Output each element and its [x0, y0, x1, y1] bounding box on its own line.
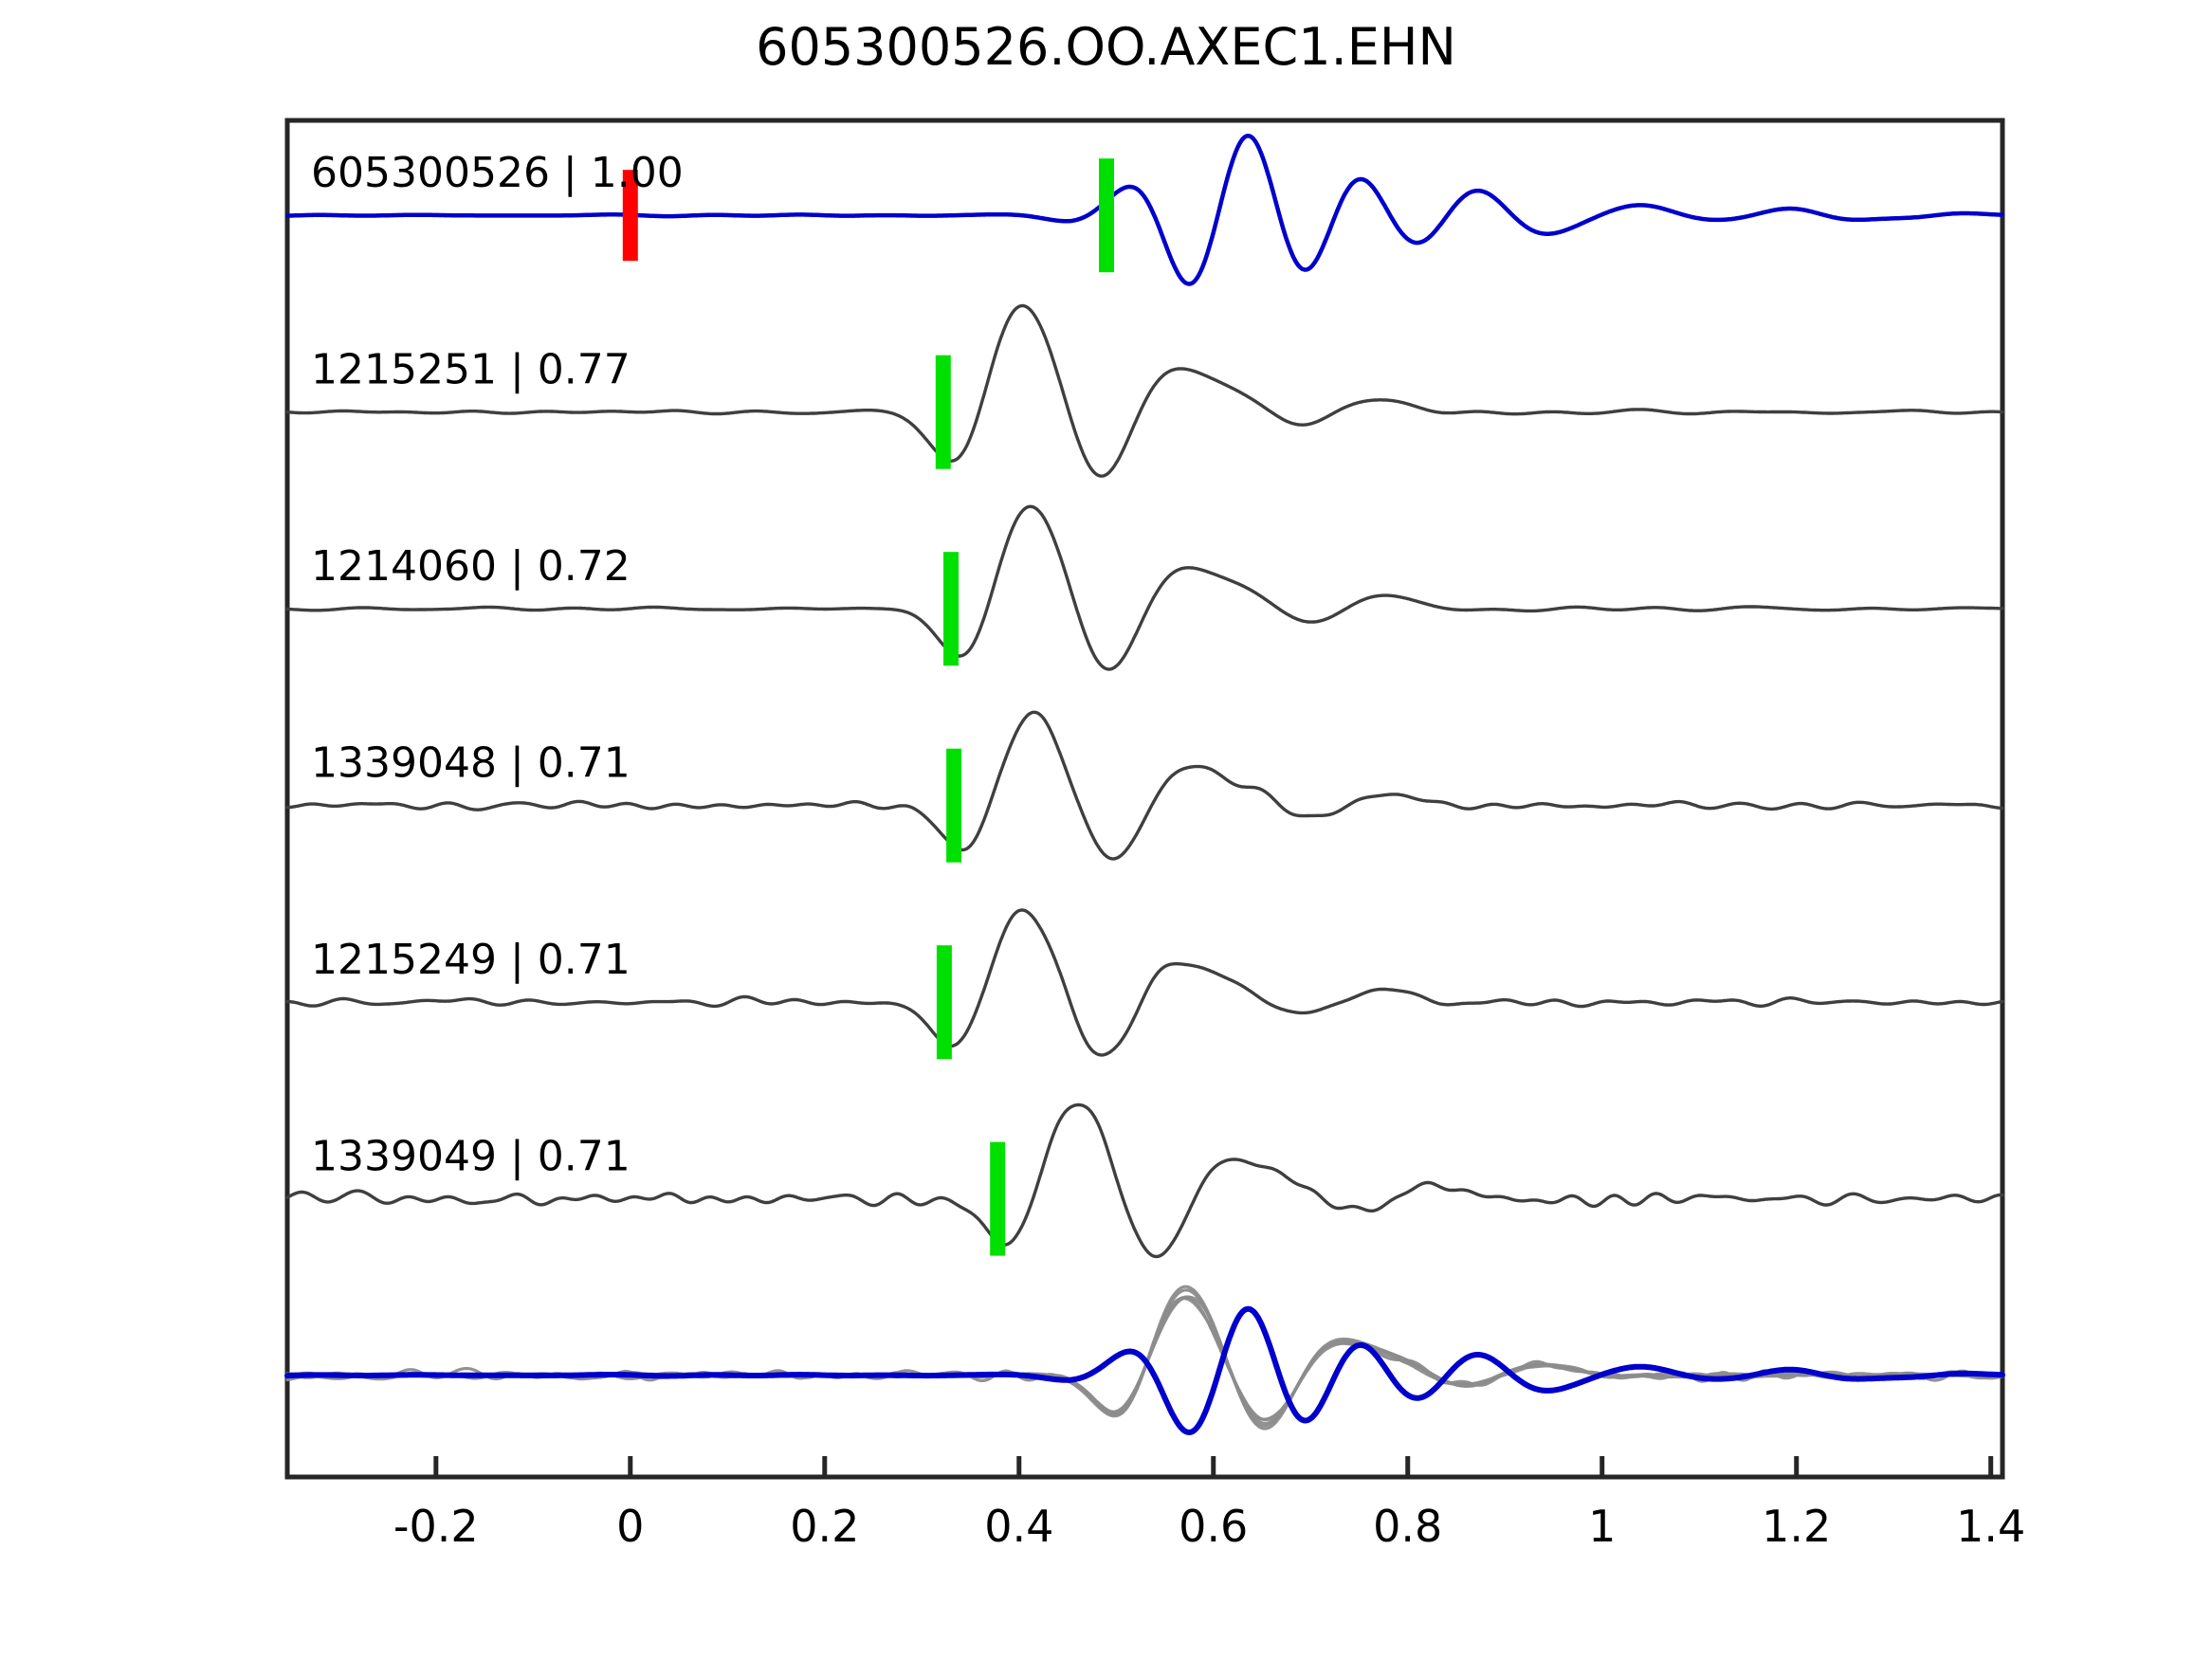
- x-tick-label: 0: [616, 1501, 644, 1552]
- pick-marker-phase[interactable]: [936, 945, 952, 1060]
- trace-label-group: 605300526 | 1.00 1215251 | 0.77 1214060 | …: [311, 149, 684, 1180]
- trace-line-match: [285, 303, 2004, 478]
- x-axis-tick-labels: -0.2 0 0.2 0.4 0.6 0.8 1 1.2 1.4: [393, 1501, 2025, 1552]
- x-tick-label: 1.2: [1762, 1501, 1831, 1552]
- trace-line-match: [285, 908, 2004, 1057]
- axes-frame: [284, 118, 2005, 1480]
- x-axis-ticks: [433, 1456, 1994, 1477]
- x-tick-label: 0.6: [1179, 1501, 1248, 1552]
- trace-label: 1215251 | 0.77: [311, 346, 631, 394]
- trace-line-match: [285, 504, 2004, 671]
- page-title: 605300526.OO.AXEC1.EHN: [756, 17, 1456, 77]
- pick-marker-phase[interactable]: [943, 552, 959, 666]
- trace-label: 1214060 | 0.72: [311, 542, 631, 591]
- x-tick-label: 0.2: [790, 1501, 859, 1552]
- x-tick-label: 1.4: [1956, 1501, 2025, 1552]
- x-tick-label: 0.8: [1373, 1501, 1442, 1552]
- pick-marker-phase[interactable]: [990, 1141, 1006, 1256]
- x-tick-label: -0.2: [393, 1501, 479, 1552]
- trace-label: 605300526 | 1.00: [311, 149, 684, 197]
- pick-marker-group: [622, 158, 1114, 1256]
- trace-label: 1215249 | 0.71: [311, 936, 631, 984]
- pick-marker-phase[interactable]: [1099, 158, 1114, 273]
- pick-marker-phase[interactable]: [935, 355, 951, 469]
- trace-line-match: [285, 710, 2004, 861]
- trace-group: [284, 134, 2005, 1435]
- pick-marker-origin[interactable]: [622, 170, 638, 262]
- x-tick-label: 1: [1588, 1501, 1616, 1552]
- pick-marker-phase[interactable]: [946, 748, 962, 863]
- trace-line-template: [284, 134, 2005, 286]
- x-tick-label: 0.4: [984, 1501, 1053, 1552]
- trace-label: 1339049 | 0.71: [311, 1133, 631, 1181]
- overlay-trace-template: [284, 1305, 2005, 1435]
- trace-line-match: [285, 1103, 2004, 1259]
- trace-label: 1339048 | 0.71: [311, 739, 631, 788]
